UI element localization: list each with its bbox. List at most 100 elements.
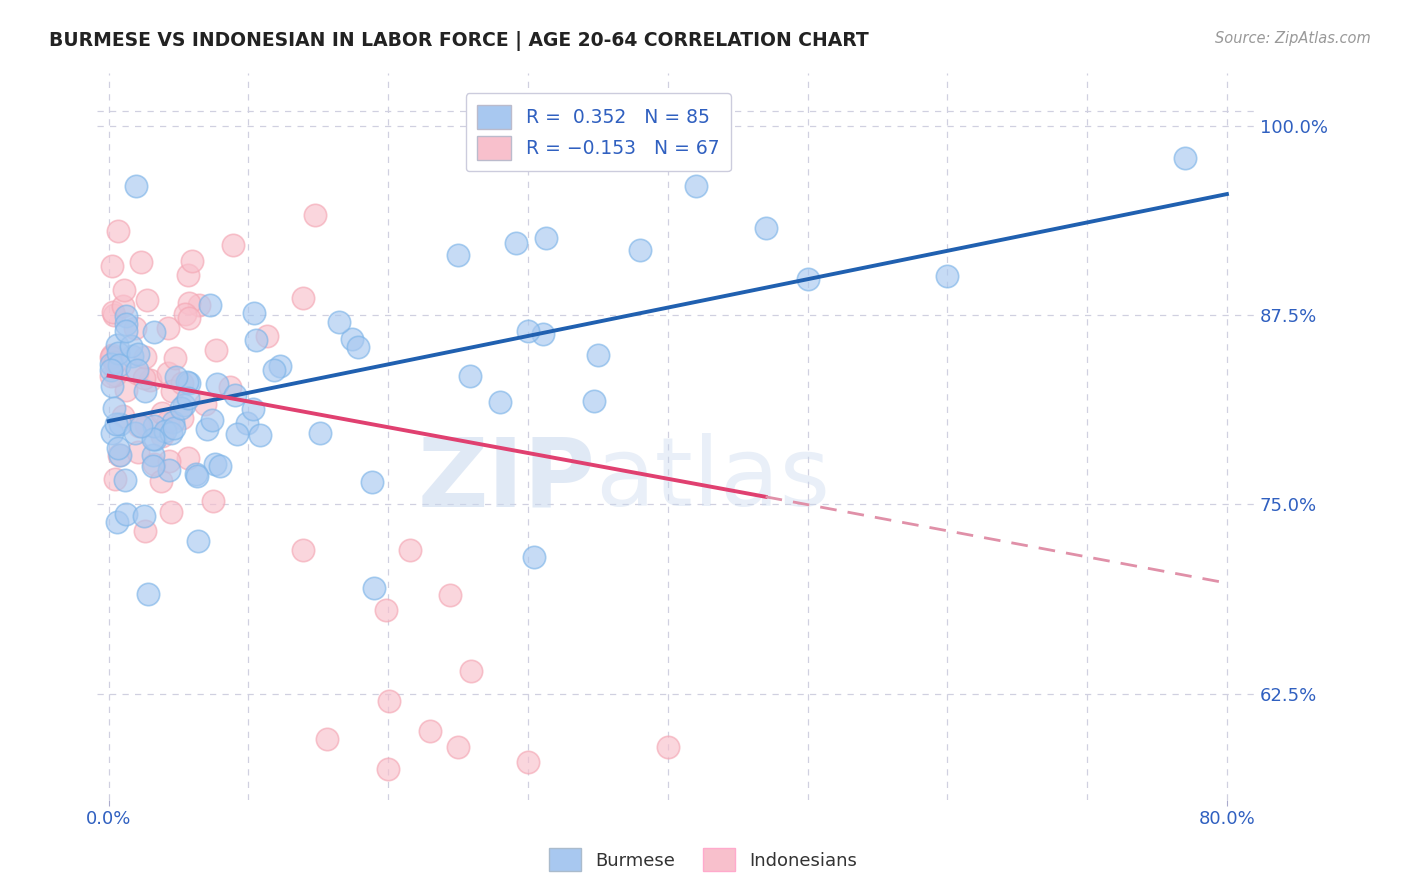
Point [132, 371, 155, 385]
Point [195, 422, 218, 436]
Point [108, 448, 131, 462]
Point [150, 428, 173, 442]
Point [201, 493, 224, 508]
Point [129, 418, 152, 433]
Point [142, 448, 165, 462]
Point [269, 359, 291, 373]
Point [107, 358, 129, 372]
Point [157, 463, 180, 477]
Legend: R =  0.352   N = 85, R = −0.153   N = 67: R = 0.352 N = 85, R = −0.153 N = 67 [465, 94, 731, 171]
Point [308, 425, 330, 440]
Point [162, 415, 184, 429]
Point [378, 694, 401, 708]
Point [114, 508, 136, 522]
Point [114, 384, 136, 398]
Point [143, 432, 166, 446]
Point [173, 398, 195, 412]
Point [142, 457, 165, 471]
Point [292, 542, 315, 557]
Point [263, 363, 285, 377]
Point [936, 268, 959, 283]
Point [177, 268, 200, 283]
Point [242, 402, 264, 417]
Point [135, 418, 157, 433]
Point [517, 755, 540, 769]
Point [180, 254, 202, 268]
Point [104, 472, 127, 486]
Point [1174, 152, 1197, 166]
Point [100, 350, 122, 364]
Point [170, 376, 193, 390]
Point [104, 417, 127, 431]
Point [115, 324, 138, 338]
Point [796, 271, 818, 285]
Point [101, 305, 124, 319]
Point [143, 419, 166, 434]
Point [377, 762, 399, 776]
Point [121, 349, 143, 363]
Point [583, 393, 606, 408]
Point [108, 448, 131, 462]
Point [177, 310, 200, 325]
Point [105, 515, 128, 529]
Point [127, 445, 149, 459]
Legend: Burmese, Indonesians: Burmese, Indonesians [541, 841, 865, 879]
Point [187, 533, 209, 548]
Point [243, 306, 266, 320]
Point [124, 426, 146, 441]
Point [304, 208, 326, 222]
Point [114, 474, 136, 488]
Point [439, 588, 461, 602]
Point [103, 308, 125, 322]
Point [170, 410, 193, 425]
Point [136, 587, 159, 601]
Point [125, 362, 148, 376]
Point [112, 409, 135, 423]
Point [120, 338, 142, 352]
Point [101, 379, 124, 393]
Point [226, 427, 249, 442]
Point [138, 373, 160, 387]
Point [100, 368, 122, 383]
Point [208, 459, 231, 474]
Point [219, 380, 242, 394]
Point [184, 467, 207, 481]
Point [150, 407, 173, 421]
Point [346, 340, 368, 354]
Point [363, 581, 385, 595]
Point [157, 320, 180, 334]
Point [149, 475, 172, 489]
Point [186, 469, 208, 483]
Point [755, 221, 778, 235]
Point [375, 603, 398, 617]
Point [115, 309, 138, 323]
Point [179, 295, 201, 310]
Point [256, 329, 278, 343]
Point [100, 348, 122, 362]
Point [179, 376, 201, 391]
Point [177, 450, 200, 465]
Point [107, 346, 129, 360]
Point [328, 315, 350, 329]
Point [207, 377, 229, 392]
Point [125, 366, 148, 380]
Point [162, 420, 184, 434]
Point [204, 343, 226, 357]
Point [124, 321, 146, 335]
Point [125, 178, 148, 193]
Point [458, 369, 481, 384]
Point [115, 317, 138, 331]
Point [142, 458, 165, 473]
Point [135, 293, 157, 308]
Point [107, 224, 129, 238]
Text: atlas: atlas [595, 434, 831, 526]
Point [105, 337, 128, 351]
Point [132, 508, 155, 523]
Text: BURMESE VS INDONESIAN IN LABOR FORCE | AGE 20-64 CORRELATION CHART: BURMESE VS INDONESIAN IN LABOR FORCE | A… [49, 31, 869, 51]
Point [198, 298, 221, 312]
Point [222, 238, 245, 252]
Point [160, 505, 183, 519]
Point [110, 417, 132, 431]
Point [157, 414, 180, 428]
Point [129, 255, 152, 269]
